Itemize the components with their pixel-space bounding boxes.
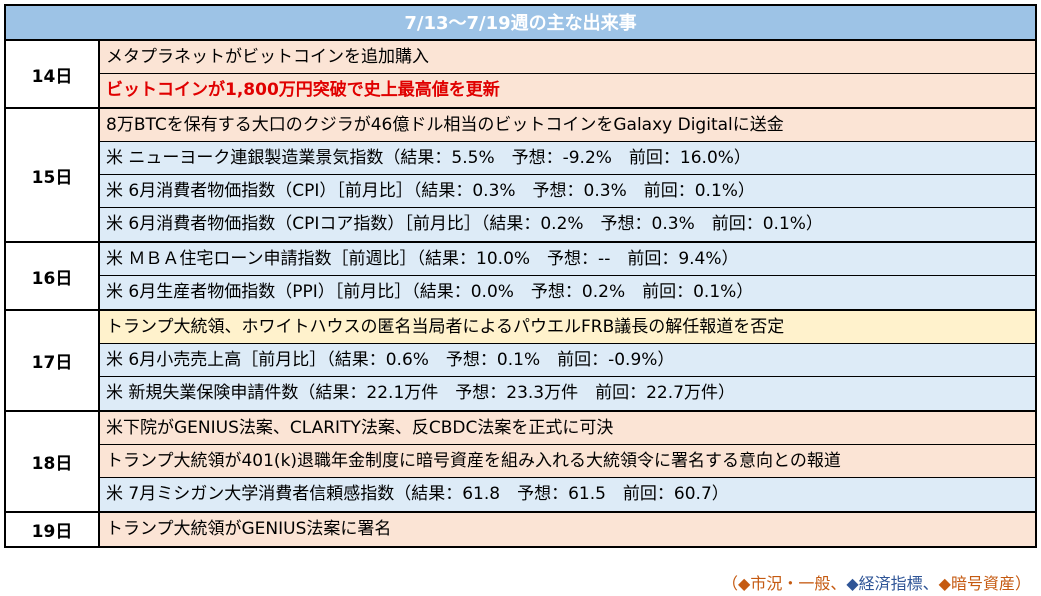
day-group: 14日 メタプラネットがビットコインを追加購入 ビットコインが1,800万円突破で史… [6, 41, 1035, 109]
legend-economic: ◆経済指標、 [846, 574, 939, 593]
day-group: 17日 トランプ大統領、ホワイトハウスの匿名当局者によるパウエルFRB議長の解任報… [6, 311, 1035, 412]
event-row: 米 6月小売売上高［前月比］（結果：0.6% 予想：0.1% 前回：-0.9%） [100, 344, 1035, 377]
event-row: 米 6月生産者物価指数（PPI）［前月比］（結果：0.0% 予想：0.2% 前回… [100, 276, 1035, 309]
day-label: 18日 [6, 412, 100, 511]
day-group: 16日米 ＭＢＡ住宅ローン申請指数［前週比］（結果：10.0% 予想：-- 前回… [6, 243, 1035, 311]
event-row: 米下院がGENIUS法案、CLARITY法案、反CBDC法案を正式に可決 [100, 412, 1035, 445]
day-label: 17日 [6, 311, 100, 410]
legend-crypto: ◆暗号資産 [938, 574, 1015, 593]
event-row: 米 新規失業保険申請件数（結果：22.1万件 予想：23.3万件 前回：22.7… [100, 377, 1035, 410]
day-label: 16日 [6, 243, 100, 309]
day-label: 19日 [6, 513, 100, 546]
event-row: 米 ＭＢＡ住宅ローン申請指数［前週比］（結果：10.0% 予想：-- 前回：9.… [100, 243, 1035, 276]
event-row: 米 ニューヨーク連銀製造業景気指数（結果：5.5% 予想：-9.2% 前回：16… [100, 142, 1035, 175]
table-title: 7/13〜7/19週の主な出来事 [6, 6, 1035, 41]
event-row: トランプ大統領が401(k)退職年金制度に暗号資産を組み入れる大統領令に署名する… [100, 445, 1035, 478]
event-row: 米 6月消費者物価指数（CPI）［前月比］（結果：0.3% 予想：0.3% 前回… [100, 175, 1035, 208]
event-row: ビットコインが1,800万円突破で史上最高値を更新 [100, 74, 1035, 107]
event-row: トランプ大統領がGENIUS法案に署名 [100, 513, 1035, 546]
event-row: メタプラネットがビットコインを追加購入 [100, 41, 1035, 74]
event-rows: トランプ大統領、ホワイトハウスの匿名当局者によるパウエルFRB議長の解任報道を否… [100, 311, 1035, 410]
event-row: トランプ大統領、ホワイトハウスの匿名当局者によるパウエルFRB議長の解任報道を否… [100, 311, 1035, 344]
legend-close: ） [1014, 574, 1031, 593]
event-row: 8万BTCを保有する大口のクジラが46億ドル相当のビットコインをGalaxy D… [100, 109, 1035, 142]
event-rows: 米 ＭＢＡ住宅ローン申請指数［前週比］（結果：10.0% 予想：-- 前回：9.… [100, 243, 1035, 309]
day-group: 19日 トランプ大統領がGENIUS法案に署名 [6, 513, 1035, 546]
events-table: 7/13〜7/19週の主な出来事 14日 メタプラネットがビットコインを追加購入ビ… [4, 4, 1037, 548]
day-label: 15日 [6, 109, 100, 241]
category-legend: （◆市況・一般、◆経済指標、◆暗号資産） [722, 570, 1031, 594]
event-rows: メタプラネットがビットコインを追加購入 ビットコインが1,800万円突破で史上最高… [100, 41, 1035, 107]
legend-open: （ [722, 574, 739, 593]
event-rows: 8万BTCを保有する大口のクジラが46億ドル相当のビットコインをGalaxy D… [100, 109, 1035, 241]
event-rows: 米下院がGENIUS法案、CLARITY法案、反CBDC法案を正式に可決 トランプ… [100, 412, 1035, 511]
event-groups: 14日 メタプラネットがビットコインを追加購入 ビットコインが1,800万円突破で史… [6, 41, 1035, 546]
event-rows: トランプ大統領がGENIUS法案に署名 [100, 513, 1035, 546]
event-row: 米 6月消費者物価指数（CPIコア指数）［前月比］（結果：0.2% 予想：0.3… [100, 208, 1035, 241]
day-group: 18日 米下院がGENIUS法案、CLARITY法案、反CBDC法案を正式に可決ト… [6, 412, 1035, 513]
day-group: 15日 8万BTCを保有する大口のクジラが46億ドル相当のビットコインをGalax… [6, 109, 1035, 243]
day-label: 14日 [6, 41, 100, 107]
legend-general: ◆市況・一般、 [738, 574, 847, 593]
event-row: 米 7月ミシガン大学消費者信頼感指数（結果：61.8 予想：61.5 前回：60… [100, 478, 1035, 511]
